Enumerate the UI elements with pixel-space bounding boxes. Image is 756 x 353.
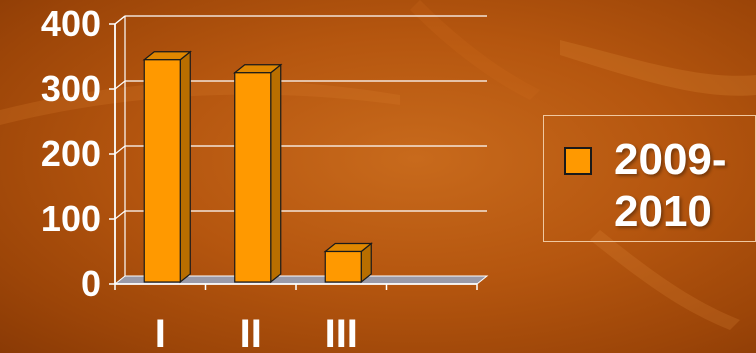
y-tick-label: 300 (41, 68, 101, 109)
x-tick-label: II (240, 312, 262, 353)
plot-area (109, 15, 489, 290)
legend-label: 2009- 2010 (614, 135, 727, 236)
bar (323, 242, 373, 284)
gridline-side (114, 210, 126, 220)
x-tick-label: III (325, 312, 358, 353)
y-axis-ticks: 0 100 200 300 400 (41, 3, 101, 304)
x-tick-label: I (155, 312, 166, 353)
bar (233, 63, 283, 284)
bars (142, 50, 373, 284)
bar-side (270, 63, 282, 284)
y-tick-label: 0 (81, 263, 101, 304)
gridline-side (114, 145, 126, 155)
y-tick-label: 100 (41, 198, 101, 239)
bar-front (143, 59, 181, 283)
bar-front (234, 72, 272, 283)
legend: 2009- 2010 (543, 115, 756, 242)
wall-top-edge (114, 15, 126, 25)
bar (142, 50, 192, 284)
gridline-side (114, 80, 126, 90)
bar-front (324, 250, 362, 283)
legend-swatch (564, 147, 592, 175)
bar-side (179, 50, 191, 284)
x-axis-ticks: I II III (155, 312, 358, 353)
y-tick-label: 200 (41, 133, 101, 174)
y-tick-label: 400 (41, 3, 101, 44)
